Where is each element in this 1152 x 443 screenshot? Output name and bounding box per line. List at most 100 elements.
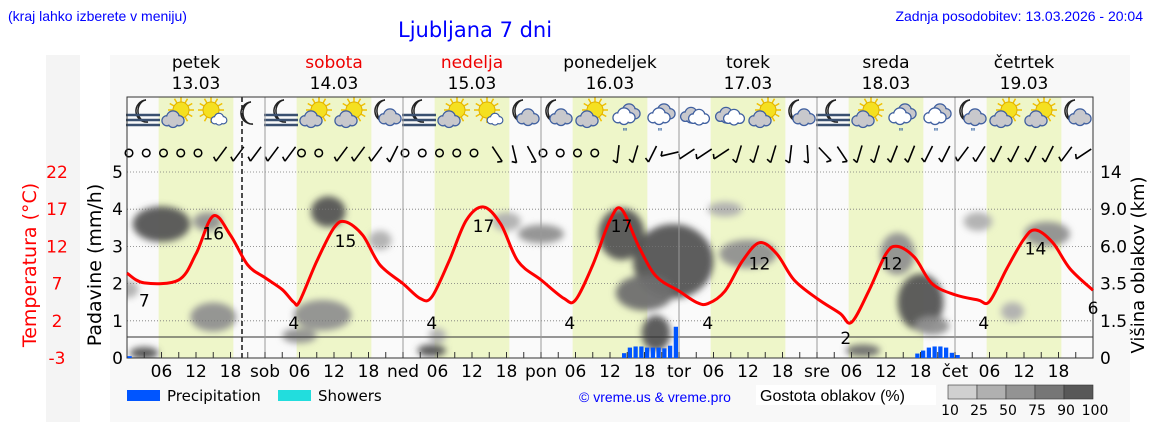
wind-barb-icon (938, 145, 951, 163)
wind-barb-shaft (631, 145, 639, 163)
day-name: ponedeljek (563, 53, 657, 73)
cloud-patch (282, 328, 317, 344)
calm-wind-icon (538, 148, 548, 158)
hour-label: 06 (289, 362, 311, 382)
hour-label: 12 (461, 362, 483, 382)
rain-icon: " (622, 127, 627, 138)
cloud-patch (1024, 221, 1070, 247)
cloud-density (127, 196, 1070, 358)
last-updated: Zadnja posodobitev: 13.03.2026 - 20:04 (895, 8, 1143, 24)
day-name: torek (726, 53, 770, 73)
temp-tick: 7 (52, 275, 63, 295)
sun-ray (357, 116, 362, 122)
sun-ray (479, 98, 484, 104)
calm-wind-icon (141, 148, 151, 158)
wind-barb-icon (1024, 145, 1037, 163)
sun-ray (490, 98, 495, 104)
wind-barb-icon (247, 146, 262, 162)
cloud-patch (293, 299, 352, 331)
wind-barb-icon (852, 145, 863, 164)
wind-barb-icon (1058, 146, 1073, 162)
copyright-link[interactable]: © vreme.us & vreme.pro (579, 389, 731, 405)
rain-icon: " (657, 127, 662, 138)
wind-barb-icon (526, 145, 537, 163)
sun-cloud-icon (989, 97, 1022, 129)
cloud-fill (341, 118, 351, 127)
calm-wind-icon (124, 148, 134, 158)
sun-ray (322, 98, 327, 104)
cloud-fill (168, 118, 178, 127)
sun-cloud-icon (575, 97, 608, 129)
cloud-fill (895, 115, 905, 124)
sun-ray (859, 102, 865, 107)
sun-ray (217, 102, 223, 107)
precipitation-bar (955, 355, 960, 358)
cloud-patch (1001, 302, 1024, 321)
wind-barb-shaft (267, 146, 279, 162)
calm-wind-icon (452, 148, 462, 158)
wind-barb-icon (972, 145, 986, 163)
cloud-rain-icon: " (647, 103, 676, 138)
sun-ray (877, 113, 883, 118)
wind-barb-icon (695, 148, 713, 160)
cloud-patch (492, 212, 521, 231)
precipitation-swatch (127, 390, 160, 401)
wind-barb-tick (732, 158, 737, 164)
cloud-patch (914, 316, 950, 336)
sun-ray (997, 102, 1003, 107)
moon-icon (273, 99, 287, 123)
cloud-height-tick: 0 (1100, 349, 1111, 369)
wind-barb-tick (938, 157, 943, 163)
sun-ray (311, 98, 316, 104)
day-abbr-label: ned (387, 362, 419, 382)
wind-barb-tick (281, 156, 286, 162)
day-date: 15.03 (448, 74, 497, 94)
wind-barb-shaft (957, 146, 969, 162)
sun-ray (307, 102, 313, 107)
cloud-icon (1068, 108, 1092, 127)
day-name: nedelja (441, 53, 503, 73)
calm-wind-icon (296, 148, 307, 158)
cloud-icon (549, 108, 573, 127)
day-name: sreda (862, 53, 909, 73)
temperature-label: 4 (702, 314, 713, 334)
grid (126, 96, 1094, 359)
wind-barb-tick (803, 160, 809, 164)
cloud-scale-swatch (1063, 384, 1094, 400)
wind-barb-shaft (788, 145, 793, 163)
hour-label: 06 (979, 362, 1001, 382)
location-hint[interactable]: (kraj lahko izberete v meniju) (8, 8, 187, 24)
cloud-fill (492, 118, 498, 125)
temperature-label: 7 (139, 292, 150, 312)
sun-cloud-icon (299, 97, 332, 129)
moon-icon (135, 99, 149, 123)
cloud-icon (161, 110, 185, 129)
cloud-icon (722, 108, 746, 126)
wind-barb-shaft (1060, 146, 1073, 162)
cloud-icon (923, 107, 947, 126)
cloud-icon (679, 106, 711, 126)
day-date: 17.03 (724, 74, 773, 94)
day-date: 19.03 (1000, 74, 1049, 94)
sun-ray (325, 102, 331, 107)
wind-barb-shaft (679, 148, 695, 160)
sun-ray (874, 116, 879, 122)
temperature-label: 17 (611, 217, 633, 237)
sun-ray (342, 102, 348, 107)
wind-barb-icon (712, 148, 730, 160)
cloud-icon (299, 110, 323, 129)
sun-ray (493, 102, 499, 107)
hour-label: 06 (427, 362, 449, 382)
wind-barb-shaft (856, 145, 863, 163)
cloud-icon (575, 110, 599, 129)
cloud-icon (989, 110, 1013, 129)
sun-ray (771, 98, 776, 104)
hour-label: 12 (875, 362, 897, 382)
cloud-height-tick: 1.5 (1100, 312, 1127, 332)
cloud-patch (190, 302, 237, 332)
sun-ray (184, 98, 189, 104)
wind-barb-icon (628, 145, 639, 164)
cloud-fill (306, 118, 316, 127)
rain-icon: " (970, 127, 975, 138)
sun-ray (463, 102, 469, 107)
